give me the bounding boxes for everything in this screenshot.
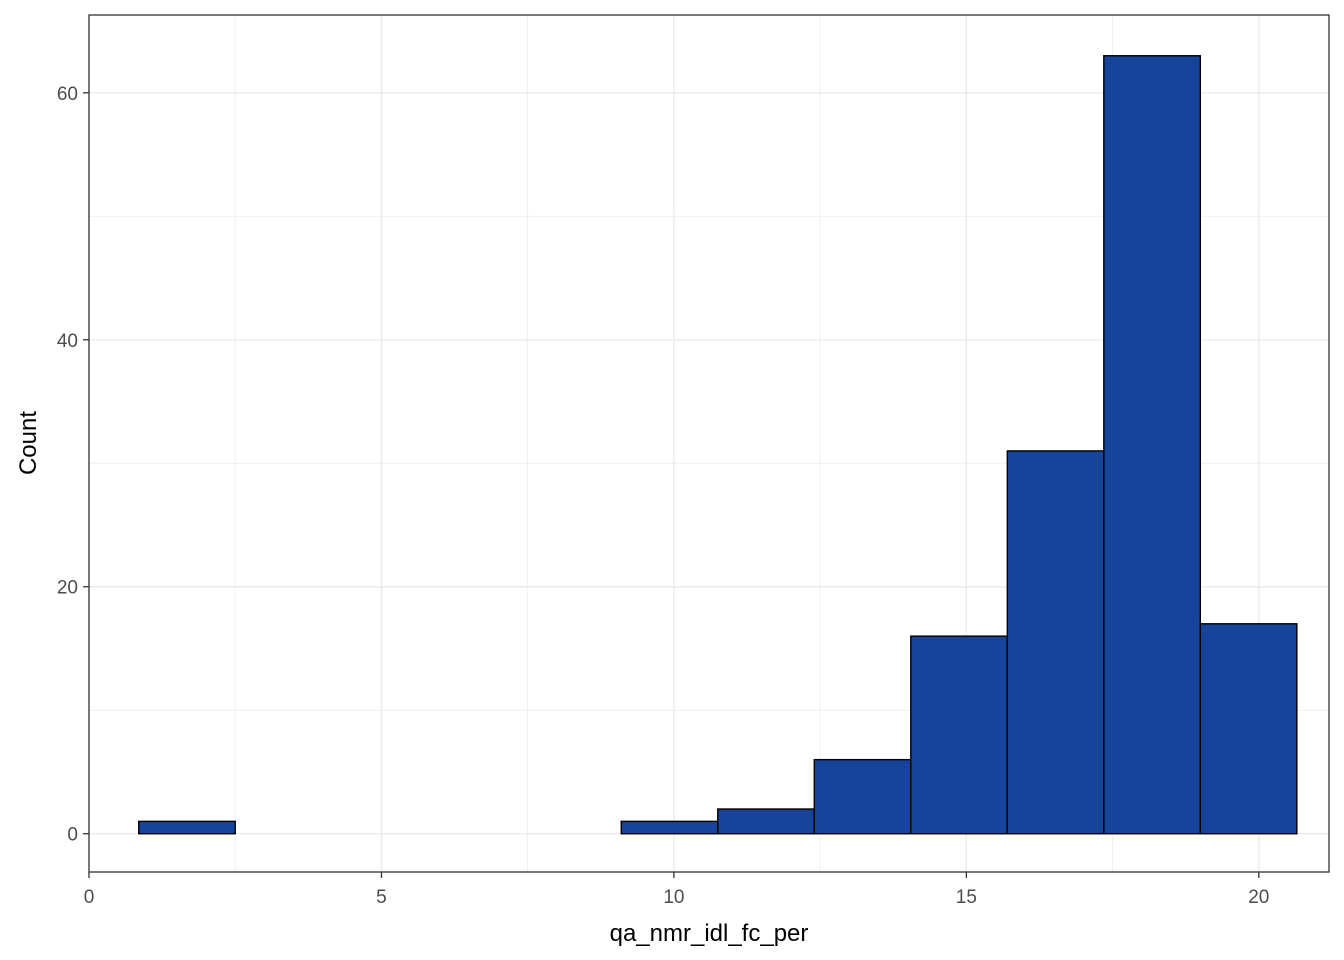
histogram-bar [717,808,815,835]
panel-border [88,14,1330,873]
y-tick-label: 20 [57,578,78,599]
x-tick-label: 5 [376,887,387,908]
histogram-bar [910,635,1009,835]
y-tick-label: 0 [67,825,78,846]
y-tick-label: 40 [57,331,78,352]
histogram-bar [813,758,912,835]
histogram-bars [138,55,1298,835]
x-tick-label: 15 [956,887,977,908]
histogram-bar [138,820,236,835]
axis-ticks: 0 5 10 15 20 0 20 40 60 [57,84,1270,908]
y-tick-label: 60 [57,84,78,105]
x-tick-label: 10 [663,887,684,908]
x-tick-label: 0 [84,887,95,908]
histogram-bar [620,820,719,835]
histogram-bar [1103,55,1202,835]
y-axis-title: Count [15,411,42,475]
x-tick-label: 20 [1248,887,1269,908]
histogram-bar [1199,623,1298,835]
histogram-bar [1006,450,1105,835]
x-axis-title: qa_nmr_idl_fc_per [610,920,809,947]
